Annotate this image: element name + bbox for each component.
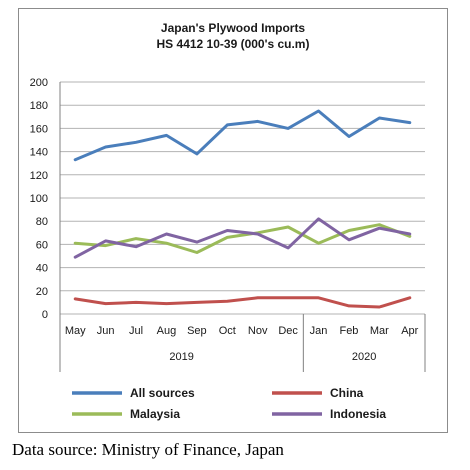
- chart-title: Japan's Plywood Imports: [160, 21, 306, 35]
- x-tick-label: Mar: [370, 325, 389, 337]
- x-tick-label: Apr: [401, 325, 418, 337]
- y-tick-label: 120: [30, 170, 48, 182]
- y-tick-label: 0: [42, 309, 48, 321]
- year-group-label: 2020: [352, 351, 376, 363]
- y-tick-label: 100: [30, 193, 48, 205]
- x-tick-label: Dec: [278, 325, 298, 337]
- x-tick-label: Jun: [97, 325, 115, 337]
- y-tick-label: 140: [30, 147, 48, 159]
- x-tick-label: Nov: [248, 325, 268, 337]
- legend-label: China: [330, 386, 364, 400]
- series-line-china: [73, 296, 412, 309]
- chart-frame: [18, 8, 448, 433]
- x-tick-label: Jul: [129, 325, 143, 337]
- chart-title-block: Japan's Plywood Imports HS 4412 10-39 (0…: [18, 20, 448, 52]
- y-tick-label: 160: [30, 123, 48, 135]
- x-tick-label: Oct: [219, 325, 236, 337]
- series-line-indonesia: [73, 217, 412, 259]
- y-tick-label: 60: [36, 239, 48, 251]
- year-group-label: 2019: [169, 351, 193, 363]
- x-tick-label: Sep: [187, 325, 207, 337]
- x-tick-label: Jan: [310, 325, 328, 337]
- data-source-note: Data source: Ministry of Finance, Japan: [12, 440, 284, 459]
- chart-subtitle: HS 4412 10-39 (000's cu.m): [156, 37, 310, 51]
- series-line-all-sources: [73, 109, 412, 162]
- legend-label: Malaysia: [130, 407, 180, 421]
- y-tick-label: 180: [30, 100, 48, 112]
- series-line-malaysia: [73, 223, 412, 254]
- x-tick-label: Feb: [339, 325, 358, 337]
- legend-label: All sources: [130, 386, 195, 400]
- y-tick-label: 80: [36, 216, 48, 228]
- x-tick-label: Aug: [157, 325, 177, 337]
- y-tick-label: 40: [36, 263, 48, 275]
- y-tick-label: 20: [36, 286, 48, 298]
- y-tick-label: 200: [30, 77, 48, 89]
- legend-label: Indonesia: [330, 407, 386, 421]
- x-tick-label: May: [65, 325, 86, 337]
